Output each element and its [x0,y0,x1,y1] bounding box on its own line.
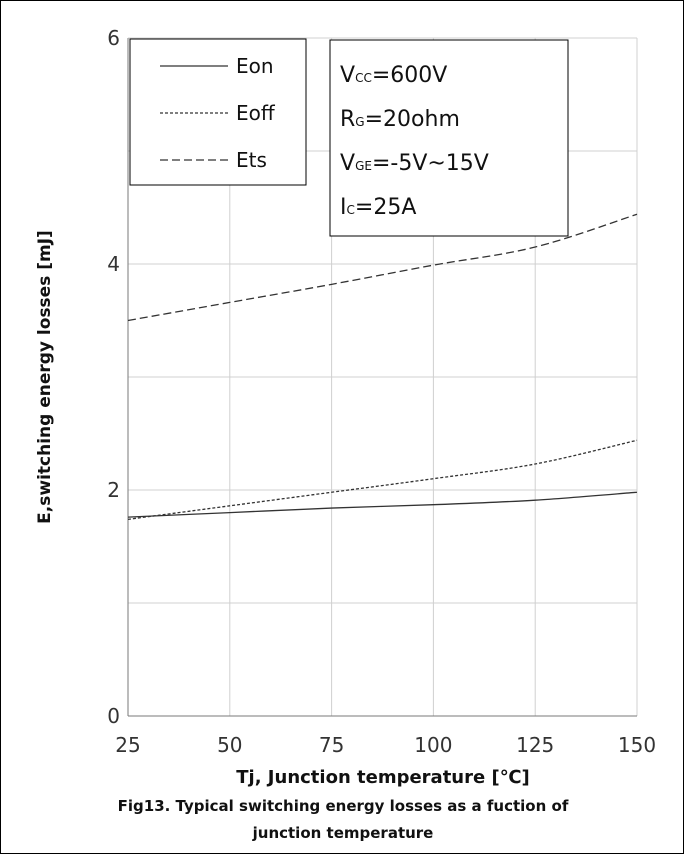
figure-caption-line-2: junction temperature [252,824,434,842]
axes [127,38,637,717]
y-tick-label: 0 [107,704,120,728]
y-tick-label: 6 [107,26,120,50]
legend: Eon Eoff Ets [129,38,307,186]
conditions-text: VCC=600V RG=20ohm VGE=-5V~15V IC=25A [340,63,489,220]
series-line-eon [127,491,638,518]
series-line-eoff [127,439,638,521]
x-tick-label: 125 [516,733,554,757]
x-tick-label: 25 [115,733,140,757]
figure-caption-line-1: Fig13. Typical switching energy losses a… [118,797,569,815]
series-lines [127,213,638,521]
condition-line: VGE=-5V~15V [340,151,489,176]
x-axis-label: Tj, Junction temperature [℃] [236,767,529,788]
y-tick-label: 4 [107,252,120,276]
y-axis-label: E,switching energy losses [mJ] [35,230,55,524]
conditions-box: VCC=600V RG=20ohm VGE=-5V~15V IC=25A [329,39,569,237]
condition-line: RG=20ohm [340,107,460,132]
series-line-ets [127,213,638,322]
tick-labels: 25 50 75 100 125 150 0 2 4 6 [107,26,656,757]
legend-box [129,38,307,186]
condition-line: VCC=600V [340,63,447,88]
x-tick-label: 50 [217,733,242,757]
y-tick-label: 2 [107,478,120,502]
legend-label-eoff: Eoff [236,101,276,125]
legend-label-ets: Ets [236,148,267,172]
conditions-frame [329,39,569,237]
x-tick-label: 150 [618,733,656,757]
legend-label-eon: Eon [236,54,274,78]
legend-entries: Eon Eoff Ets [160,54,276,172]
x-tick-label: 75 [319,733,344,757]
x-tick-label: 100 [414,733,452,757]
condition-line: IC=25A [340,195,416,220]
